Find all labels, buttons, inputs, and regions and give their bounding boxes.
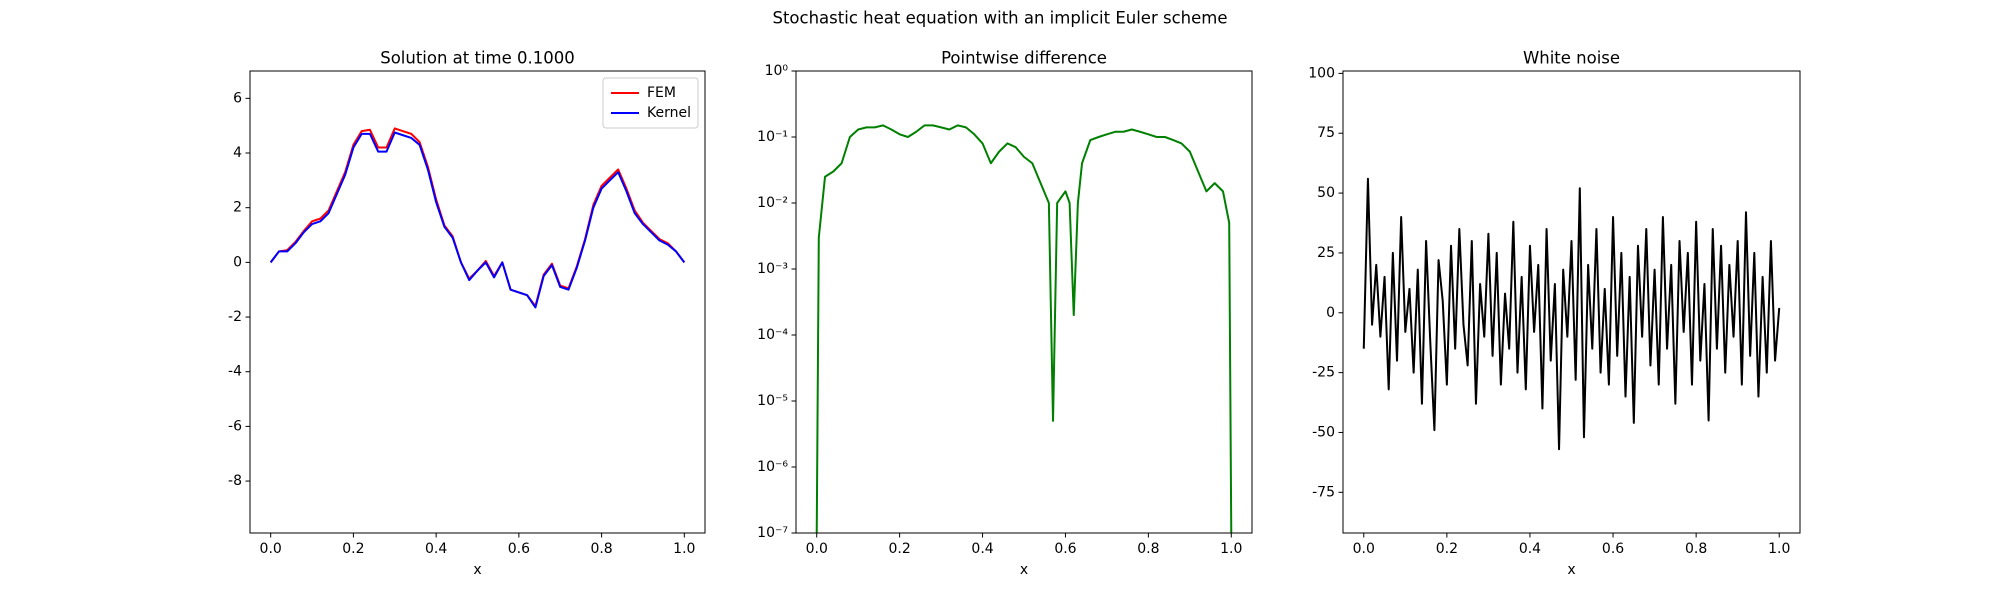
y-tick-label: -2 — [228, 309, 242, 325]
legend-label: FEM — [647, 85, 676, 101]
y-tick-label: -50 — [1312, 424, 1335, 440]
y-tick-label: 10⁻⁶ — [757, 459, 788, 475]
legend-label: Kernel — [647, 105, 691, 121]
x-tick-label: 0.6 — [1054, 541, 1076, 557]
x-tick-label: 0.2 — [1436, 541, 1458, 557]
y-tick-label: -6 — [228, 418, 242, 434]
x-tick-label: 0.4 — [1519, 541, 1541, 557]
x-tick-label: 1.0 — [1220, 541, 1242, 557]
y-tick-label: 10⁻³ — [757, 261, 788, 277]
y-tick-label: 50 — [1317, 185, 1335, 201]
x-tick-label: 0.2 — [889, 541, 911, 557]
y-tick-label: -75 — [1312, 484, 1335, 500]
y-tick-label: 75 — [1317, 125, 1335, 141]
x-tick-label: 0.0 — [806, 541, 828, 557]
axes-title: White noise — [1523, 49, 1620, 68]
data-line — [1362, 177, 1781, 451]
x-tick-label: 0.4 — [971, 541, 993, 557]
x-tick-label: 0.4 — [425, 541, 447, 557]
data-line — [815, 124, 1233, 534]
y-tick-label: 0 — [233, 254, 242, 270]
y-tick-label: -25 — [1312, 365, 1335, 381]
x-tick-label: 1.0 — [1768, 541, 1790, 557]
y-tick-label: 6 — [233, 90, 242, 106]
y-tick-label: 4 — [233, 145, 242, 161]
y-tick-label: 10⁰ — [765, 63, 789, 79]
y-tick-label: 10⁻⁷ — [757, 525, 788, 541]
x-tick-label: 0.8 — [1685, 541, 1707, 557]
axes-title: Pointwise difference — [941, 49, 1107, 68]
y-tick-label: -8 — [228, 473, 242, 489]
y-tick-label: -4 — [228, 364, 242, 380]
legend-box — [602, 77, 699, 129]
x-tick-label: 0.8 — [1137, 541, 1159, 557]
y-tick-label: 2 — [233, 200, 242, 216]
y-tick-label: 25 — [1317, 245, 1335, 261]
axes-frame — [1342, 70, 1801, 534]
x-tick-label: 0.0 — [1353, 541, 1375, 557]
x-tick-label: 0.6 — [508, 541, 530, 557]
data-line — [269, 127, 686, 308]
axes-frame — [249, 70, 706, 534]
x-axis-label: x — [473, 562, 481, 578]
x-tick-label: 0.0 — [260, 541, 282, 557]
x-tick-label: 0.2 — [342, 541, 364, 557]
x-tick-label: 1.0 — [673, 541, 695, 557]
axes-title: Solution at time 0.1000 — [380, 49, 575, 68]
figure-title: Stochastic heat equation with an implici… — [772, 9, 1227, 28]
data-line — [269, 131, 686, 309]
y-tick-label: 10⁻⁴ — [757, 327, 788, 343]
y-tick-label: 10⁻² — [757, 195, 788, 211]
x-tick-label: 0.8 — [590, 541, 612, 557]
y-tick-label: 100 — [1308, 65, 1335, 81]
y-tick-label: 10⁻¹ — [757, 129, 788, 145]
y-tick-label: 0 — [1326, 305, 1335, 321]
x-axis-label: x — [1020, 562, 1028, 578]
axes-frame — [795, 70, 1253, 534]
x-tick-label: 0.6 — [1602, 541, 1624, 557]
y-tick-label: 10⁻⁵ — [757, 393, 788, 409]
x-axis-label: x — [1567, 562, 1575, 578]
